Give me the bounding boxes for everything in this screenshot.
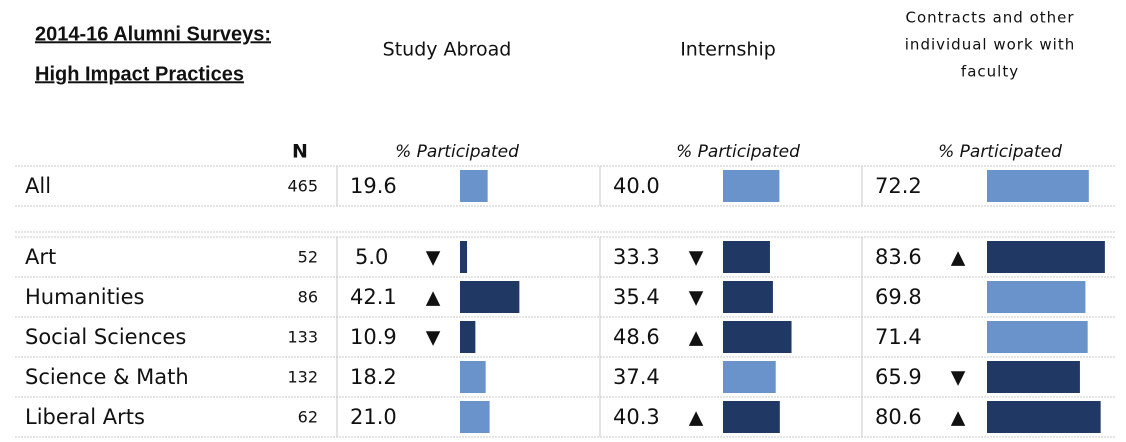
column-header: Internship [680,39,776,61]
trend-flag: ▼ [426,247,441,269]
measure-label: % Participated [938,142,1062,162]
bar [987,401,1101,433]
column-header: faculty [961,63,1019,81]
bar [723,281,773,313]
bar [987,361,1080,393]
value-label: 42.1 [350,285,397,309]
row-label: All [25,174,51,198]
bar [460,170,488,202]
value-label: 80.6 [875,405,922,429]
value-label: 72.2 [875,174,922,198]
bar [987,321,1088,353]
measure-label: % Participated [676,142,800,162]
bar [460,241,468,273]
bar [987,170,1089,202]
trend-flag: ▲ [426,287,441,309]
bar [460,401,490,433]
value-label: 71.4 [875,325,922,349]
row-label: Liberal Arts [25,405,145,429]
value-label: 40.0 [613,174,660,198]
column-header: individual work with [905,36,1075,54]
trend-flag: ▼ [951,367,966,389]
row-label: Social Sciences [25,325,186,349]
value-label: 35.4 [613,285,660,309]
value-label: 48.6 [613,325,660,349]
value-label: 40.3 [613,405,660,429]
trend-flag: ▼ [689,287,704,309]
bar [723,321,792,353]
row-n: 465 [287,177,318,196]
measure-label: % Participated [395,142,519,162]
value-label: 21.0 [350,405,397,429]
n-label: N [292,141,308,163]
trend-flag: ▼ [426,327,441,349]
bar [723,241,770,273]
value-label: 69.8 [875,285,922,309]
value-label: 83.6 [875,245,922,269]
value-label: 10.9 [350,325,397,349]
value-label: 65.9 [875,365,922,389]
row-n: 132 [287,368,318,387]
value-label: 18.2 [350,365,397,389]
bar [723,401,780,433]
column-header: Contracts and other [905,9,1074,27]
trend-flag: ▲ [951,407,966,429]
trend-flag: ▲ [689,327,704,349]
value-label: 37.4 [613,365,660,389]
trend-flag: ▲ [689,407,704,429]
bar [460,281,520,313]
bar [723,361,776,393]
title: High Impact Practices [35,63,244,85]
row-n: 52 [298,248,318,267]
value-label: 19.6 [350,174,397,198]
row-label: Humanities [25,285,145,309]
trend-flag: ▲ [951,247,966,269]
column-header: Study Abroad [383,39,512,61]
bar [987,281,1086,313]
row-label: Science & Math [25,365,189,389]
bar [723,170,780,202]
bar [460,321,476,353]
row-label: Art [25,245,56,269]
row-n: 133 [287,328,318,347]
value-label: 33.3 [613,245,660,269]
bar [987,241,1105,273]
row-n: 62 [298,408,318,427]
value-label: 5.0 [355,245,388,269]
trend-flag: ▼ [689,247,704,269]
bar [460,361,486,393]
row-n: 86 [298,288,318,307]
title: 2014-16 Alumni Surveys: [35,23,271,45]
